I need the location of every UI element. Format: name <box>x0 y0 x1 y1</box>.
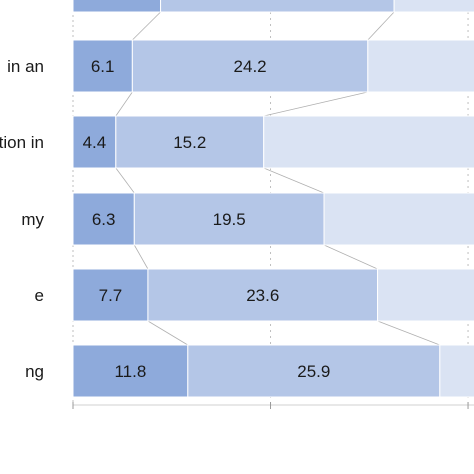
series-connector-line <box>115 167 135 194</box>
bar-segment <box>72 192 135 246</box>
data-label: 6.1 <box>91 57 115 76</box>
bar-segment <box>72 0 162 13</box>
series-connector-line <box>263 91 368 117</box>
bar-segment <box>131 39 369 93</box>
data-label: 24.2 <box>234 57 267 76</box>
series-connector-line <box>133 244 149 270</box>
category-label: my <box>21 210 44 229</box>
data-label: 6.3 <box>92 210 116 229</box>
bar-segment <box>263 115 474 169</box>
data-label: 4.4 <box>83 133 107 152</box>
data-label: 25.9 <box>297 362 330 381</box>
bar-segment <box>72 115 117 169</box>
bar-segment <box>115 115 265 169</box>
series-connector-line <box>115 91 133 117</box>
bar-segment <box>439 344 474 398</box>
series-connector-line <box>323 244 378 270</box>
data-labels: 6.124.24.415.230.56.319.5287.723.611.825… <box>83 57 331 381</box>
series-connector-line <box>147 320 189 346</box>
series-connector-line <box>132 11 161 41</box>
data-label: 11.8 <box>114 362 146 381</box>
bar-segment <box>187 344 441 398</box>
series-connector-line <box>263 167 325 194</box>
data-label: 19.5 <box>213 210 246 229</box>
bar-segment <box>147 268 379 322</box>
series-connector-line <box>377 320 440 346</box>
bars <box>72 0 474 398</box>
category-label: in an <box>7 57 44 76</box>
bar-segment <box>160 0 395 13</box>
bar-segment <box>72 39 133 93</box>
bar-segment <box>393 0 474 13</box>
category-label: ng <box>25 362 44 381</box>
category-label: tion in <box>0 133 44 152</box>
bar-segment <box>377 268 474 322</box>
data-label: 23.6 <box>246 286 279 305</box>
axis <box>72 402 474 409</box>
bar-segment <box>323 192 474 246</box>
data-label: 15.2 <box>173 133 206 152</box>
data-label: 7.7 <box>99 286 123 305</box>
segment-connectors <box>115 11 440 346</box>
series-connector-line <box>367 11 395 41</box>
bar-segment <box>367 39 474 93</box>
category-label: e <box>35 286 44 305</box>
